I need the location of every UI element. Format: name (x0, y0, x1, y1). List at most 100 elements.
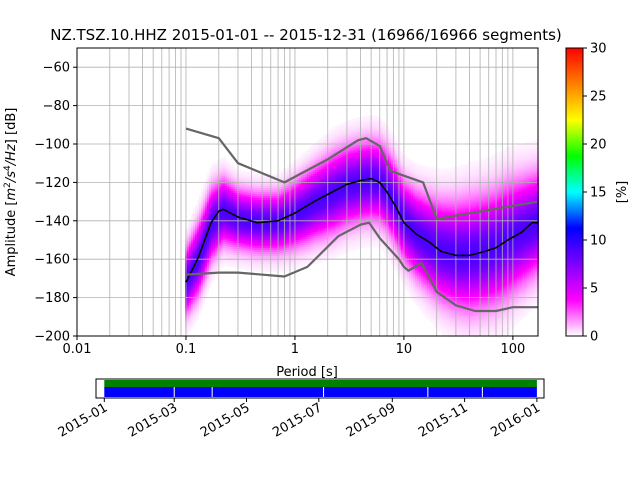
heatmap-cell (351, 137, 353, 139)
heatmap-cell (333, 229, 335, 231)
heatmap-cell (187, 317, 189, 319)
heatmap-cell (349, 126, 351, 128)
heatmap-cell (297, 162, 299, 164)
heatmap-cell (203, 212, 205, 214)
heatmap-cell (301, 237, 303, 239)
heatmap-cell (273, 244, 275, 246)
heatmap-cell (189, 255, 191, 257)
heatmap-cell (317, 218, 319, 220)
heatmap-cell (309, 245, 311, 247)
heatmap-cell (297, 252, 299, 254)
heatmap-cell (347, 196, 349, 198)
heatmap-cell (339, 182, 341, 184)
heatmap-cell (293, 198, 295, 200)
heatmap-cell (249, 261, 251, 263)
heatmap-cell (319, 205, 321, 207)
heatmap-cell (217, 184, 219, 186)
heatmap-cell (323, 247, 325, 249)
heatmap-cell (205, 255, 207, 257)
heatmap-cell (197, 202, 199, 204)
heatmap-cell (299, 206, 301, 208)
heatmap-cell (251, 223, 253, 225)
heatmap-cell (197, 276, 199, 278)
heatmap-cell (249, 233, 251, 235)
heatmap-cell (235, 203, 237, 205)
heatmap-cell (259, 242, 261, 244)
heatmap-cell (335, 178, 337, 180)
heatmap-cell (227, 227, 229, 229)
heatmap-cell (293, 178, 295, 180)
heatmap-cell (351, 211, 353, 213)
heatmap-cell (295, 172, 297, 174)
heatmap-cell (279, 245, 281, 247)
heatmap-cell (223, 264, 225, 266)
heatmap-cell (355, 162, 357, 164)
heatmap-cell (191, 272, 193, 274)
heatmap-cell (197, 248, 199, 250)
heatmap-cell (295, 268, 297, 270)
heatmap-cell (203, 194, 205, 196)
heatmap-cell (247, 237, 249, 239)
heatmap-cell (219, 213, 221, 215)
heatmap-cell (287, 192, 289, 194)
heatmap-cell (271, 222, 273, 224)
heatmap-cell (275, 224, 277, 226)
heatmap-cell (269, 198, 271, 200)
heatmap-cell (257, 188, 259, 190)
heatmap-cell (321, 173, 323, 175)
heatmap-cell (251, 233, 253, 235)
heatmap-cell (329, 202, 331, 204)
heatmap-cell (245, 260, 247, 262)
heatmap-cell (317, 196, 319, 198)
heatmap-cell (251, 183, 253, 185)
heatmap-cell (223, 166, 225, 168)
heatmap-cell (349, 128, 351, 130)
heatmap-cell (221, 202, 223, 204)
heatmap-cell (245, 188, 247, 190)
heatmap-cell (305, 199, 307, 201)
heatmap-cell (349, 198, 351, 200)
heatmap-cell (195, 253, 197, 255)
heatmap-cell (275, 184, 277, 186)
heatmap-cell (331, 255, 333, 257)
heatmap-cell (207, 279, 209, 281)
heatmap-cell (305, 235, 307, 237)
heatmap-cell (191, 246, 193, 248)
heatmap-cell (357, 155, 359, 157)
heatmap-cell (311, 212, 313, 214)
heatmap-cell (335, 210, 337, 212)
heatmap-cell (295, 218, 297, 220)
heatmap-cell (223, 256, 225, 258)
heatmap-cell (219, 249, 221, 251)
heatmap-cell (295, 208, 297, 210)
heatmap-cell (263, 248, 265, 250)
heatmap-cell (345, 193, 347, 195)
heatmap-cell (357, 171, 359, 173)
heatmap-cell (305, 183, 307, 185)
heatmap-cell (197, 274, 199, 276)
heatmap-cell (339, 162, 341, 164)
heatmap-cell (223, 164, 225, 166)
heatmap-cell (255, 206, 257, 208)
heatmap-cell (245, 230, 247, 232)
heatmap-cell (341, 229, 343, 231)
heatmap-cell (233, 241, 235, 243)
heatmap-cell (255, 270, 257, 272)
heatmap-cell (229, 255, 231, 257)
heatmap-cell (317, 150, 319, 152)
heatmap-cell (263, 262, 265, 264)
heatmap-cell (345, 171, 347, 173)
heatmap-cell (353, 233, 355, 235)
heatmap-cell (257, 218, 259, 220)
heatmap-cell (293, 214, 295, 216)
heatmap-cell (225, 184, 227, 186)
heatmap-cell (241, 223, 243, 225)
heatmap-cell (227, 263, 229, 265)
heatmap-cell (279, 265, 281, 267)
heatmap-cell (313, 236, 315, 238)
heatmap-cell (313, 186, 315, 188)
heatmap-cell (217, 168, 219, 170)
heatmap-cell (187, 285, 189, 287)
heatmap-cell (235, 247, 237, 249)
heatmap-cell (307, 199, 309, 201)
